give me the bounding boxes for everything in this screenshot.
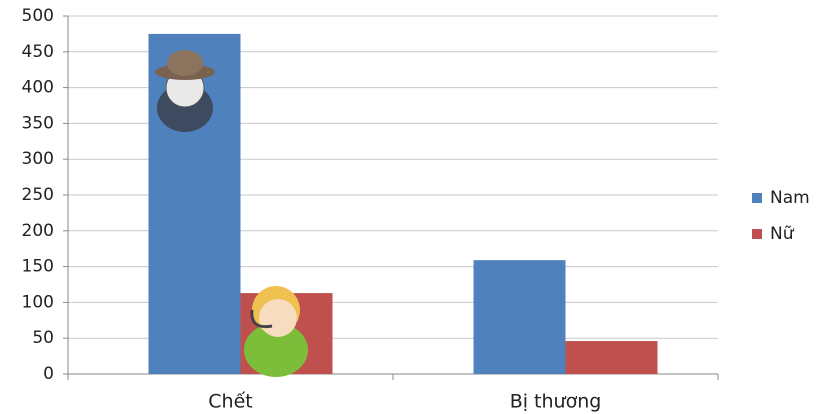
bar — [473, 260, 566, 374]
y-tick-label: 50 — [32, 328, 54, 348]
y-tick-label: 250 — [22, 185, 54, 205]
x-tick-label: Chết — [208, 391, 252, 413]
decor — [155, 50, 308, 377]
x-tick-label: Bị thương — [510, 391, 602, 413]
y-tick-label: 500 — [22, 6, 54, 26]
legend-swatch — [752, 229, 762, 239]
legend-swatch — [752, 193, 762, 203]
y-tick-label: 150 — [22, 257, 54, 277]
y-tick-label: 0 — [43, 364, 54, 384]
y-tick-label: 400 — [22, 78, 54, 98]
y-tick-label: 200 — [22, 221, 54, 241]
y-tick-label: 300 — [22, 149, 54, 169]
legend-label: Nam — [770, 188, 810, 208]
person-icon — [244, 323, 308, 377]
bar — [565, 341, 658, 374]
y-tick-label: 450 — [22, 42, 54, 62]
person-icon — [167, 50, 203, 76]
legend-label: Nữ — [770, 224, 795, 244]
y-tick-label: 100 — [22, 292, 54, 312]
person-icon — [250, 309, 273, 329]
person-icon — [259, 299, 297, 337]
y-tick-label: 350 — [22, 113, 54, 133]
